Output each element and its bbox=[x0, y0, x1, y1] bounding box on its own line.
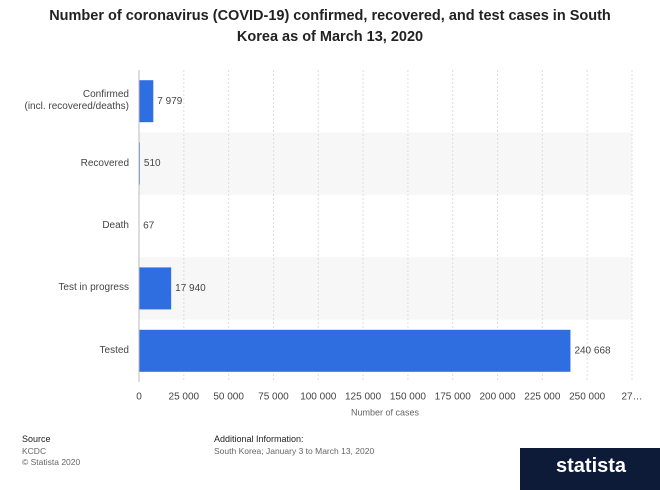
value-label: 67 bbox=[143, 221, 155, 232]
source-title: Source bbox=[22, 434, 51, 444]
y-tick-label: Recovered bbox=[80, 157, 129, 169]
logo: statista bbox=[556, 455, 627, 477]
x-tick-label: 200 000 bbox=[479, 392, 516, 403]
x-tick-label: 250 000 bbox=[569, 392, 606, 403]
x-tick-label: 100 000 bbox=[300, 392, 337, 403]
x-tick-label: 150 000 bbox=[390, 392, 427, 403]
y-tick-label: Test in progress bbox=[58, 282, 129, 294]
row-stripe bbox=[139, 257, 632, 320]
x-tick-label: 75 000 bbox=[258, 392, 289, 403]
x-tick-label: 0 bbox=[136, 392, 142, 403]
x-tick-label: 50 000 bbox=[213, 392, 244, 403]
bar bbox=[139, 267, 172, 310]
chart-title: Number of coronavirus (COVID-19) confirm… bbox=[49, 8, 611, 45]
bar bbox=[139, 80, 154, 123]
info: South Korea; January 3 to March 13, 2020 bbox=[214, 446, 375, 456]
y-tick-label: Death bbox=[102, 220, 129, 231]
row-stripe bbox=[139, 132, 632, 195]
x-tick-label: 175 000 bbox=[435, 392, 472, 403]
logo-band bbox=[520, 448, 660, 490]
value-label: 17 940 bbox=[175, 283, 206, 294]
value-label: 510 bbox=[144, 158, 161, 169]
bar bbox=[139, 329, 571, 372]
source: KCDC bbox=[22, 446, 47, 456]
copyright: © Statista 2020 bbox=[22, 457, 81, 467]
value-label: 240 668 bbox=[574, 345, 611, 356]
x-axis-label: Number of cases bbox=[351, 407, 420, 417]
x-tick-label: 125 000 bbox=[345, 392, 382, 403]
y-tick-label: Tested bbox=[99, 344, 129, 356]
x-tick-label: 225 000 bbox=[524, 392, 561, 403]
y-tick-label: Confirmed (incl. recovered/deaths) bbox=[24, 89, 130, 113]
info-title: Additional Information: bbox=[214, 434, 304, 444]
x-tick-label: 25 000 bbox=[169, 392, 200, 403]
x-tick-label: 27… bbox=[621, 392, 642, 403]
value-label: 7 979 bbox=[157, 96, 182, 107]
